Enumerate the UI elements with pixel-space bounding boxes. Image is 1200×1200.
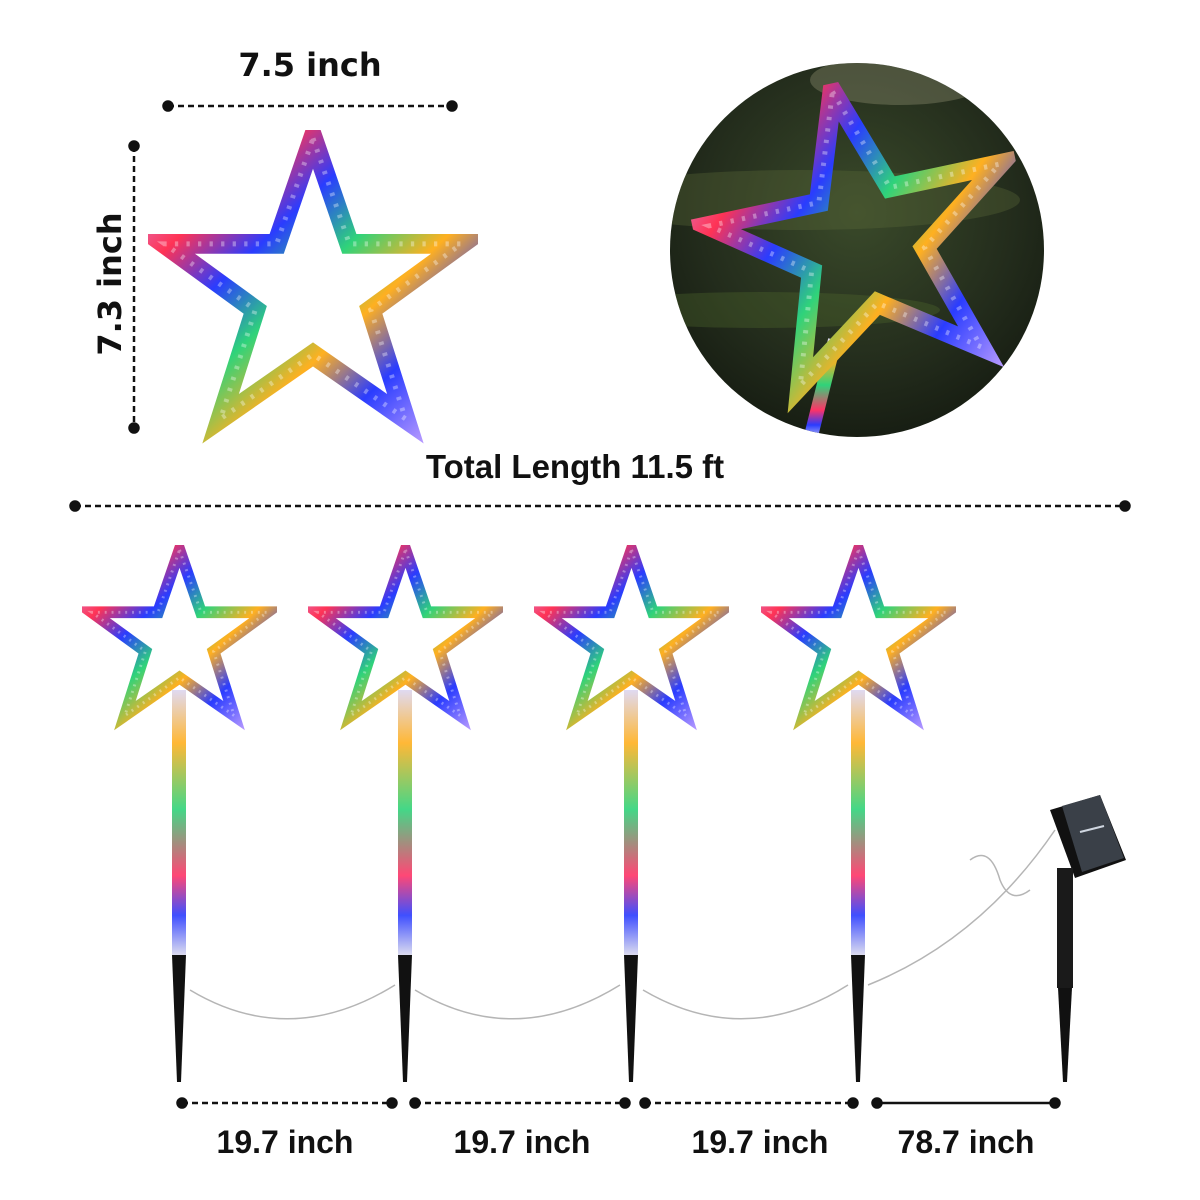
star-detail-image	[165, 138, 462, 419]
segment-label-1: 19.7 inch	[216, 1124, 354, 1160]
segment-label-3: 19.7 inch	[691, 1124, 829, 1160]
star-stake-light-2	[318, 550, 494, 1082]
segment-label-2: 19.7 inch	[453, 1124, 591, 1160]
total-length-label: Total Length 11.5 ft	[425, 448, 725, 485]
segment-label-4: 78.7 inch	[897, 1124, 1035, 1160]
total-length-dimension	[69, 500, 1131, 512]
solar-panel-stake	[1050, 795, 1126, 1082]
star-stake-light-1	[92, 550, 268, 1082]
star-stake-light-4	[771, 550, 947, 1082]
star-width-dimension	[162, 100, 458, 112]
night-view-inset	[670, 63, 1044, 437]
star-height-dimension	[128, 140, 140, 434]
connecting-wire	[189, 829, 1056, 1020]
segment-dimensions	[176, 1097, 1061, 1109]
star-width-label: 7.5 inch	[238, 46, 382, 84]
star-stake-light-3	[544, 550, 720, 1082]
